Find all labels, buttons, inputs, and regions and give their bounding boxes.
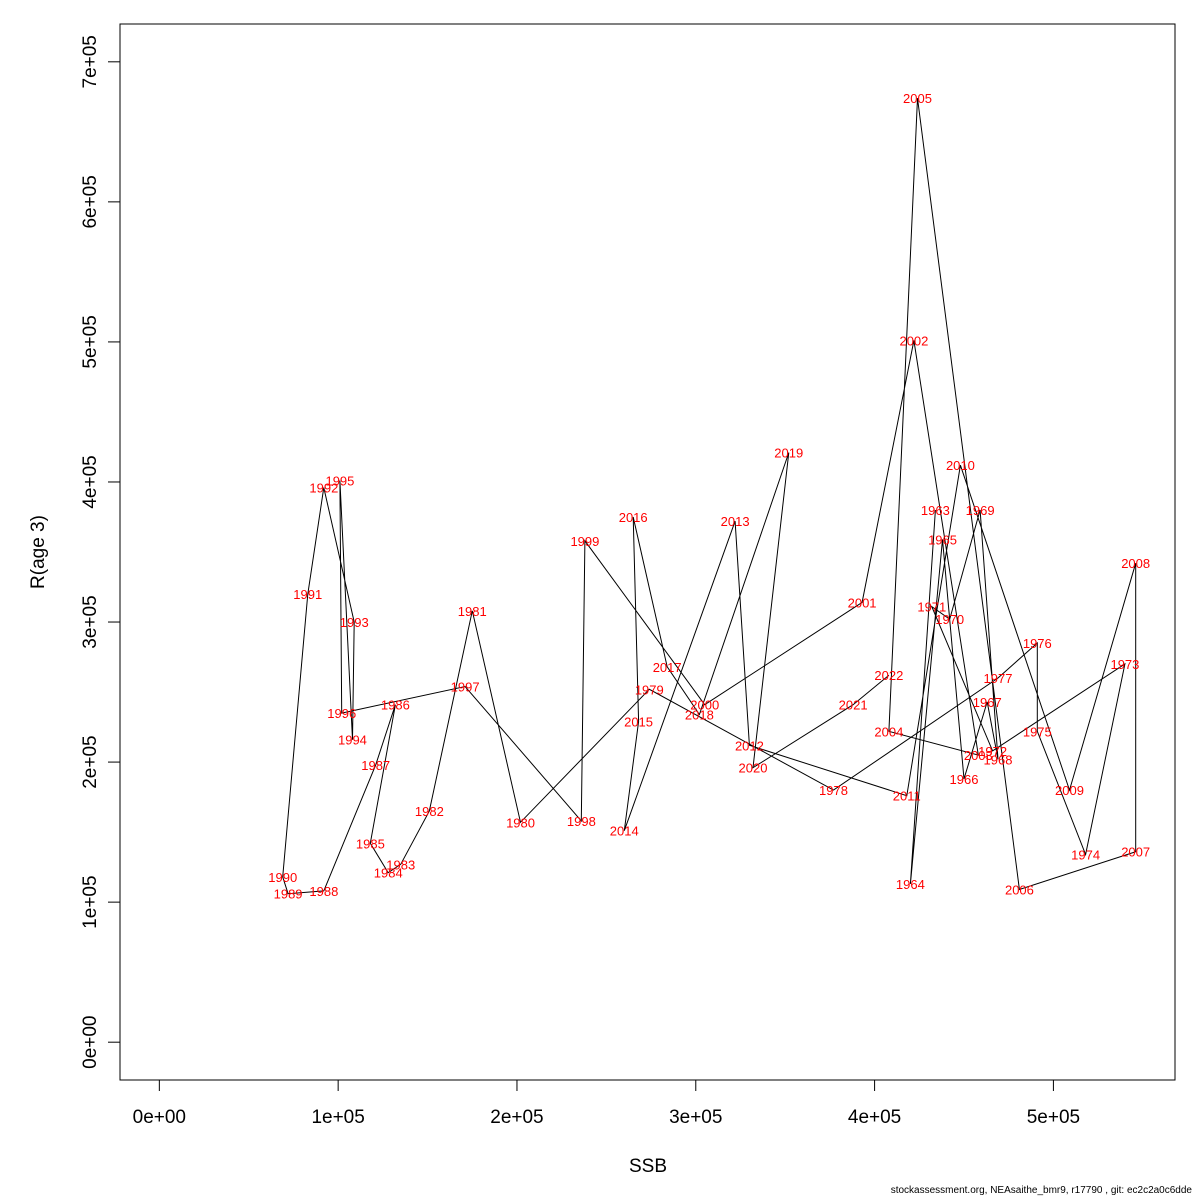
year-label-1975: 1975 [1023,724,1052,739]
year-label-1980: 1980 [506,815,535,830]
year-label-1972: 1972 [978,744,1007,759]
year-label-2010: 2010 [946,458,975,473]
year-label-1971: 1971 [917,600,946,615]
x-tick-label: 2e+05 [490,1107,543,1128]
y-tick-label: 3e+05 [80,595,101,648]
year-label-1984: 1984 [374,866,403,881]
year-label-2022: 2022 [874,668,903,683]
x-axis: 0e+00 1e+05 2e+05 3e+05 4e+05 5e+05 [133,1079,1080,1128]
x-tick-label: 0e+00 [133,1107,186,1128]
year-label-1994: 1994 [338,733,367,748]
year-label-1987: 1987 [361,758,390,773]
year-label-1985: 1985 [356,836,385,851]
year-label-2005: 2005 [903,91,932,106]
year-label-2002: 2002 [899,334,928,349]
y-tick-label: 4e+05 [80,455,101,508]
y-tick-label: 7e+05 [80,35,101,88]
year-label-1990: 1990 [268,870,297,885]
y-tick-label: 6e+05 [80,175,101,228]
year-label-1996: 1996 [327,706,356,721]
y-tick-label: 0e+00 [80,1015,101,1068]
year-label-1981: 1981 [458,604,487,619]
year-label-1995: 1995 [325,474,354,489]
year-label-1964: 1964 [896,877,925,892]
year-label-1969: 1969 [966,503,995,518]
year-label-1988: 1988 [309,884,338,899]
year-label-1998: 1998 [567,814,596,829]
x-axis-title: SSB [629,1156,667,1177]
y-axis: 0e+00 1e+05 2e+05 3e+05 4e+05 5e+05 6e+05 7e+05 [80,35,121,1069]
year-label-2018: 2018 [685,707,714,722]
year-label-1976: 1976 [1023,636,1052,651]
year-label-1966: 1966 [950,772,979,787]
year-label-1973: 1973 [1110,657,1139,672]
year-label-2021: 2021 [839,698,868,713]
year-label-1977: 1977 [984,671,1013,686]
year-label-1989: 1989 [274,887,303,902]
year-label-2014: 2014 [610,824,639,839]
year-label-2013: 2013 [721,514,750,529]
year-label-2003: 2003 [964,748,993,763]
y-tick-label: 2e+05 [80,735,101,788]
year-label-1965: 1965 [928,532,957,547]
year-label-2009: 2009 [1055,783,1084,798]
year-label-2016: 2016 [619,510,648,525]
year-label-2008: 2008 [1121,556,1150,571]
year-label-1991: 1991 [293,587,322,602]
year-label-1982: 1982 [415,804,444,819]
year-label-1986: 1986 [381,698,410,713]
year-label-1983: 1983 [386,857,415,872]
y-tick-label: 1e+05 [80,875,101,928]
year-label-2001: 2001 [848,595,877,610]
footer-credit: stockassessment.org, NEAsaithe_bmr9, r17… [890,1185,1192,1196]
x-tick-label: 5e+05 [1027,1107,1080,1128]
year-label-2020: 2020 [739,761,768,776]
year-label-1967: 1967 [973,695,1002,710]
x-tick-label: 1e+05 [311,1107,364,1128]
year-label-1992: 1992 [309,481,338,496]
year-label-1968: 1968 [984,752,1013,767]
x-tick-label: 4e+05 [848,1107,901,1128]
year-label-2007: 2007 [1121,845,1150,860]
year-label-1997: 1997 [451,679,480,694]
year-label-2019: 2019 [774,446,803,461]
year-label-1974: 1974 [1071,848,1100,863]
year-label-2017: 2017 [653,660,682,675]
year-label-2011: 2011 [893,789,921,804]
year-label-1999: 1999 [570,534,599,549]
year-label-2012: 2012 [735,738,764,753]
year-label-1963: 1963 [921,503,950,518]
year-label-2015: 2015 [624,714,653,729]
series-line [282,98,1137,895]
y-axis-title: R(age 3) [28,515,49,589]
year-label-2006: 2006 [1005,883,1034,898]
year-label-1970: 1970 [935,612,964,627]
x-tick-label: 3e+05 [669,1107,722,1128]
year-label-2004: 2004 [874,724,903,739]
plot-frame [119,23,1176,1081]
y-tick-label: 5e+05 [80,315,101,368]
year-label-1993: 1993 [340,615,369,630]
year-label-1979: 1979 [635,682,664,697]
year-label-2000: 2000 [690,698,719,713]
year-label-1978: 1978 [819,783,848,798]
